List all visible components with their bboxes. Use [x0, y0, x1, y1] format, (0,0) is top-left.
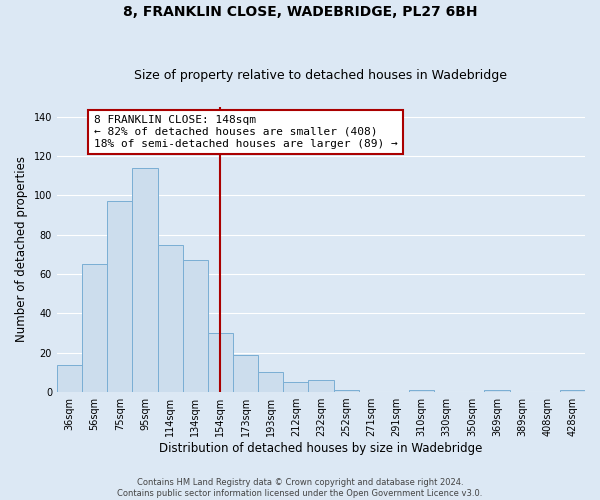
- Title: Size of property relative to detached houses in Wadebridge: Size of property relative to detached ho…: [134, 69, 508, 82]
- Bar: [308, 380, 334, 392]
- Bar: [484, 390, 509, 392]
- Bar: [133, 168, 158, 392]
- Bar: [107, 201, 133, 392]
- Text: 8 FRANKLIN CLOSE: 148sqm
← 82% of detached houses are smaller (408)
18% of semi-: 8 FRANKLIN CLOSE: 148sqm ← 82% of detach…: [94, 116, 398, 148]
- Y-axis label: Number of detached properties: Number of detached properties: [15, 156, 28, 342]
- Bar: [283, 382, 308, 392]
- Text: 8, FRANKLIN CLOSE, WADEBRIDGE, PL27 6BH: 8, FRANKLIN CLOSE, WADEBRIDGE, PL27 6BH: [123, 5, 477, 19]
- Bar: [158, 244, 182, 392]
- Text: Contains HM Land Registry data © Crown copyright and database right 2024.
Contai: Contains HM Land Registry data © Crown c…: [118, 478, 482, 498]
- Bar: [208, 333, 233, 392]
- Bar: [409, 390, 434, 392]
- X-axis label: Distribution of detached houses by size in Wadebridge: Distribution of detached houses by size …: [159, 442, 482, 455]
- Bar: [82, 264, 107, 392]
- Bar: [182, 260, 208, 392]
- Bar: [560, 390, 585, 392]
- Bar: [334, 390, 359, 392]
- Bar: [233, 354, 258, 392]
- Bar: [57, 364, 82, 392]
- Bar: [258, 372, 283, 392]
